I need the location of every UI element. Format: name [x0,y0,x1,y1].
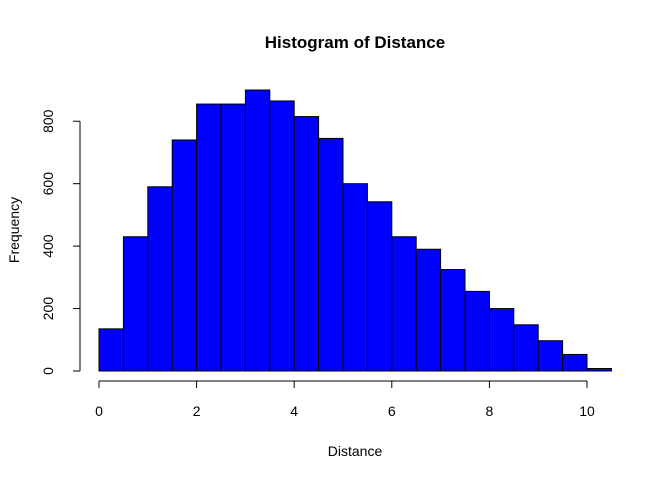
histogram-bar-5 [220,103,246,372]
histogram-bar-2 [147,186,173,372]
x-tick-label-4: 4 [290,403,298,419]
histogram-bar-19 [562,353,588,372]
histogram-bar-1 [122,236,149,372]
chart-title: Histogram of Distance [265,33,445,52]
x-axis-label: Distance [328,443,383,459]
y-tick-label-400: 400 [40,234,56,258]
histogram-bar-15 [464,290,490,372]
histogram-bar-14 [440,269,466,372]
y-tick-label-0: 0 [40,367,56,375]
x-tick-label-8: 8 [486,403,494,419]
y-tick-label-800: 800 [40,109,56,133]
histogram-bar-9 [318,137,344,372]
y-tick-label-200: 200 [40,297,56,321]
histogram-bar-13 [415,248,442,372]
histogram-bar-18 [537,340,564,372]
y-axis-label: Frequency [6,197,22,263]
x-tick-label-10: 10 [579,403,595,419]
histogram-bar-10 [342,183,368,372]
x-axis: 0 2 4 6 8 10 [95,380,595,419]
histogram-bar-12 [391,236,417,372]
bars-group [98,89,612,372]
histogram-bar-8 [293,116,320,372]
x-tick-label-0: 0 [95,403,103,419]
histogram-bar-0 [98,328,124,372]
histogram-bar-11 [366,201,393,372]
histogram-bar-16 [488,308,515,372]
histogram-bar-17 [513,324,539,372]
histogram-bar-3 [171,139,198,372]
histogram-bar-20 [586,368,612,372]
x-tick-label-6: 6 [388,403,396,419]
histogram-bar-7 [269,100,295,372]
histogram-bar-6 [244,89,271,372]
histogram-bar-4 [196,103,222,372]
x-tick-label-2: 2 [193,403,201,419]
y-tick-label-600: 600 [40,172,56,196]
y-axis: 0 200 400 600 800 [40,109,81,375]
